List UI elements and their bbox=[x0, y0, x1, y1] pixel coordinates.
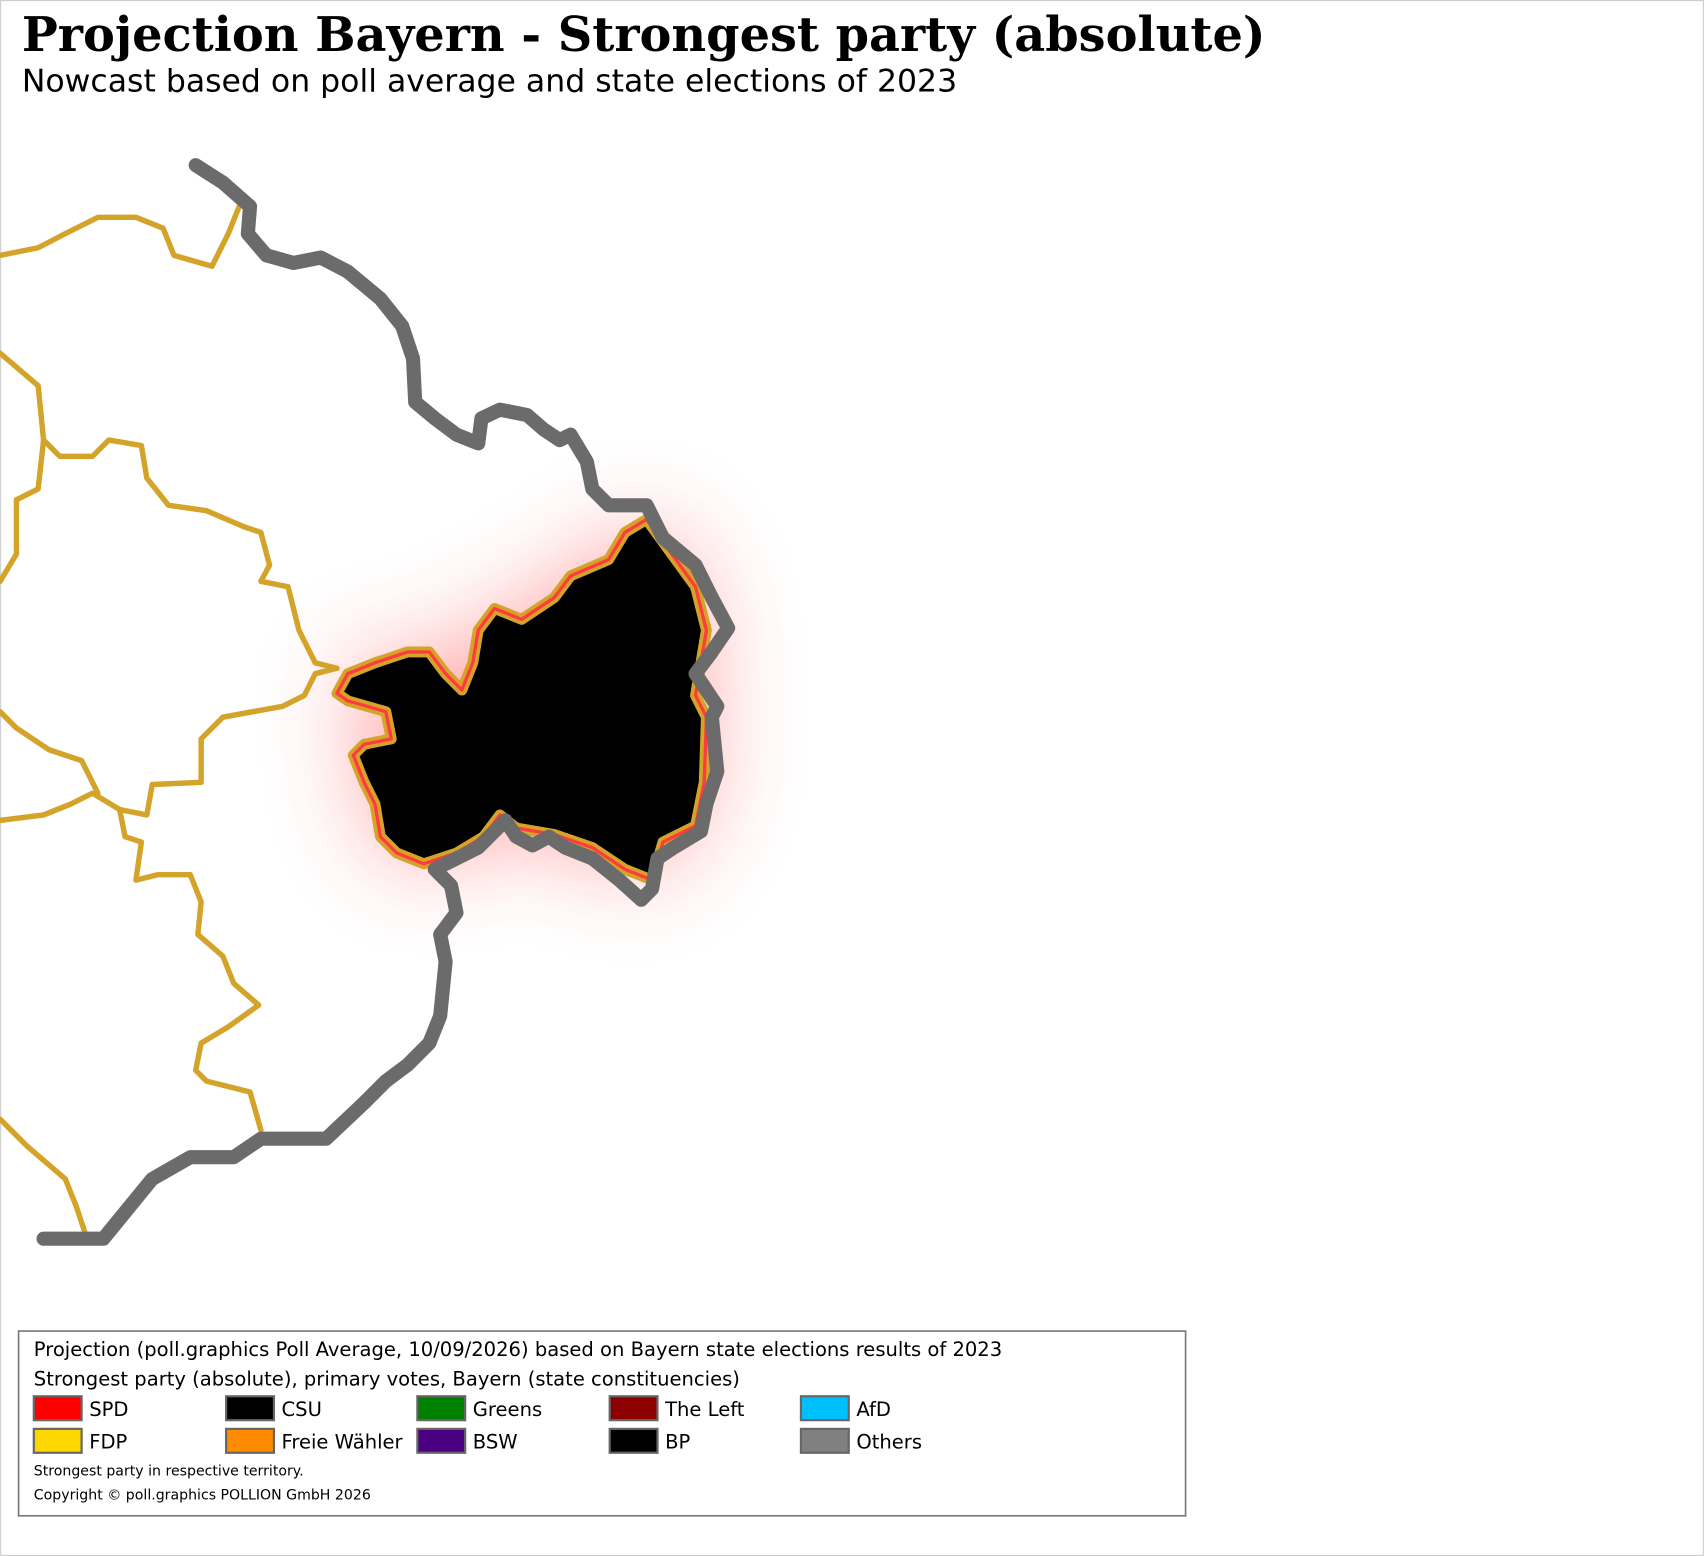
legend-heading: Projection (poll.graphics Poll Average, … bbox=[34, 1338, 1002, 1361]
map bbox=[0, 158, 736, 1246]
legend-note: Copyright © poll.graphics POLLION GmbH 2… bbox=[34, 1487, 371, 1503]
legend-swatch bbox=[608, 1427, 659, 1454]
legend-swatch bbox=[799, 1427, 850, 1454]
legend-note: Strongest party in respective territory. bbox=[34, 1464, 304, 1480]
legend-label: CSU bbox=[282, 1398, 322, 1421]
legend-label: FDP bbox=[89, 1430, 127, 1453]
legend-label: BSW bbox=[473, 1430, 518, 1453]
legend-label: AfD bbox=[856, 1398, 891, 1421]
legend-swatch bbox=[32, 1395, 83, 1422]
legend-label: Others bbox=[856, 1430, 922, 1453]
state-border bbox=[36, 158, 736, 1246]
legend-label: The Left bbox=[664, 1398, 745, 1421]
legend-label: SPD bbox=[89, 1398, 128, 1421]
highlighted-outline bbox=[335, 517, 709, 882]
legend-label: BP bbox=[665, 1430, 690, 1453]
legend-swatch bbox=[225, 1427, 276, 1454]
subtitle: Nowcast based on poll average and state … bbox=[22, 63, 957, 99]
legend-swatch bbox=[225, 1395, 276, 1422]
title: Projection Bayern - Strongest party (abs… bbox=[22, 7, 1266, 63]
legend-swatch bbox=[608, 1395, 659, 1422]
legend-swatch bbox=[799, 1395, 850, 1422]
legend-label: Greens bbox=[473, 1398, 542, 1421]
legend-box bbox=[17, 1330, 1187, 1517]
legend: Projection (poll.graphics Poll Average, … bbox=[17, 1330, 1187, 1517]
constituency-borders bbox=[0, 203, 340, 1242]
legend-swatch bbox=[416, 1395, 467, 1422]
legend-heading: Strongest party (absolute), primary vote… bbox=[34, 1367, 740, 1390]
legend-swatch bbox=[416, 1427, 467, 1454]
legend-label: Freie Wähler bbox=[282, 1430, 404, 1453]
legend-swatch bbox=[32, 1427, 83, 1454]
